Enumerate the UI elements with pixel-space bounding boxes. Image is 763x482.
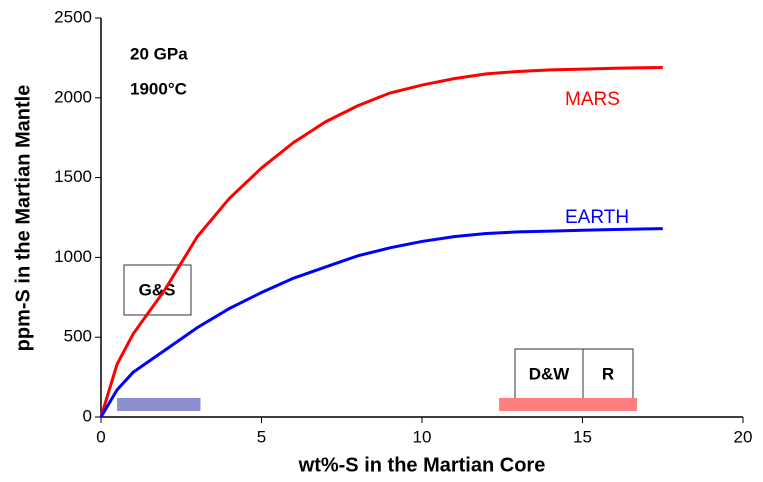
series-line — [99, 65, 663, 418]
annotation-box — [123, 264, 192, 316]
annotation: R — [602, 364, 614, 383]
x-axis-title: wt%-S in the Martian Core — [298, 454, 546, 476]
y-axis-title: ppm-S in the Martian Mantle — [12, 85, 34, 352]
y-tick-label: 0 — [83, 406, 92, 425]
x-tick-label: 0 — [96, 427, 105, 446]
x-tick-label: 5 — [257, 427, 266, 446]
y-tick-label: 2000 — [54, 87, 92, 106]
annotation: 1900°C — [130, 79, 187, 98]
series-line — [99, 227, 663, 418]
y-tick-label: 500 — [64, 327, 92, 346]
legend-label: MARS — [565, 89, 620, 110]
annotation-box — [582, 348, 634, 400]
annotation: 20 GPa — [130, 44, 188, 63]
x-tick-label: 20 — [734, 427, 753, 446]
legend-label: EARTH — [565, 207, 629, 228]
y-tick-label: 1500 — [54, 167, 92, 186]
range-band — [499, 398, 638, 411]
annotation: D&W — [529, 364, 571, 383]
x-tick-label: 15 — [573, 427, 592, 446]
range-band — [117, 398, 201, 411]
x-tick-label: 10 — [413, 427, 432, 446]
y-tick-label: 2500 — [54, 7, 92, 26]
y-tick-label: 1000 — [54, 247, 92, 266]
